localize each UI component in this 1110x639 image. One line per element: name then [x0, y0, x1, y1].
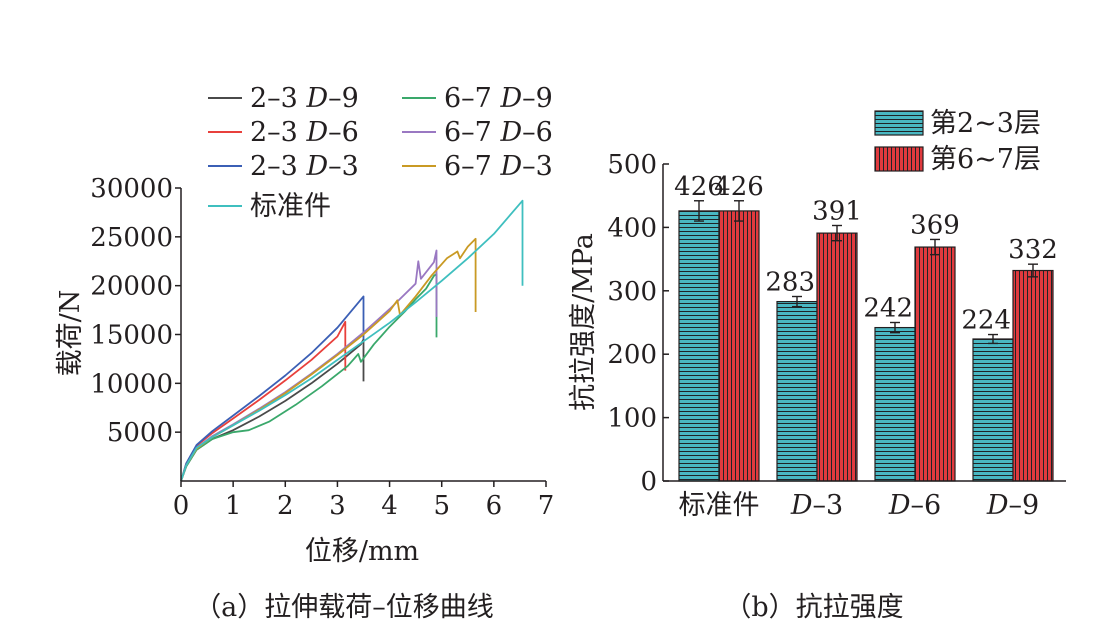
x-tick-label: 3: [329, 491, 346, 521]
line-chart-marks: [180, 199, 524, 482]
bar-value-label: 242: [863, 294, 913, 324]
legend-label-6: 标准件: [250, 191, 331, 222]
bar-value-label: 283: [765, 268, 815, 298]
bar-0-3: [972, 338, 1014, 482]
x-tick-label: 4: [381, 491, 398, 521]
legend-label-0: 2–3 D–9: [250, 83, 359, 114]
bar-0-1: [776, 300, 818, 482]
bar-legend-swatch-0: [874, 110, 924, 136]
bar-1-2: [914, 246, 956, 482]
bar-1-0: [718, 210, 760, 482]
bar-value-label: 369: [910, 210, 960, 240]
bar-y-ticks: 0 100 200 300 400 500: [607, 150, 669, 497]
bar-y-tick-label: 200: [607, 340, 657, 370]
bar-value-label: 391: [812, 196, 862, 226]
bar-category-label: 标准件: [679, 490, 760, 521]
bar-y-axis-label: 抗拉强度/MPa: [568, 233, 599, 411]
bar-y-tick-label: 100: [607, 404, 657, 434]
y-tick-label: 15000: [90, 321, 173, 351]
legend-label-4: 6–7 D–6: [444, 117, 553, 148]
x-tick-label: 7: [538, 491, 555, 521]
bar-y-tick-label: 300: [607, 277, 657, 307]
series-line-6: [180, 199, 524, 482]
bar-value-label: 426: [674, 172, 724, 202]
bar-category-label: D–3: [790, 490, 843, 521]
series-line-3: [180, 272, 438, 482]
caption-a: （a）拉伸载荷–位移曲线: [194, 592, 494, 623]
y-axis-label: 载荷/N: [55, 290, 86, 377]
load-displacement-panel: 0 1 2 3 4 5 6 7 5000 10000 15000 20000 25000 30000 位…: [55, 83, 554, 623]
legend-label-2: 2–3 D–3: [250, 151, 359, 182]
x-tick-label: 6: [486, 491, 503, 521]
x-ticks: 0 1 2 3 4 5 6 7: [173, 481, 555, 521]
bar-legend-label-0: 第2~3层: [930, 108, 1041, 139]
legend-label-3: 6–7 D–9: [444, 83, 553, 114]
y-tick-label: 30000: [90, 174, 173, 204]
y-ticks: 5000 10000 15000 20000 25000 30000: [90, 174, 181, 448]
y-tick-label: 25000: [90, 223, 173, 253]
bar-y-tick-label: 500: [607, 150, 657, 180]
bar-category-label: D–6: [888, 490, 941, 521]
x-tick-label: 1: [225, 491, 242, 521]
x-tick-label: 2: [277, 491, 294, 521]
caption-b: （b）抗拉强度: [724, 592, 903, 623]
bar-1-3: [1012, 269, 1054, 482]
bar-category-labels: 标准件 D–3 D–6 D–9: [679, 490, 1040, 521]
bar-0-0: [678, 210, 720, 482]
y-tick-label: 5000: [107, 418, 173, 448]
legend-label-1: 2–3 D–6: [250, 117, 359, 148]
series-line-2: [180, 295, 365, 482]
line-legend: 2–3 D–92–3 D–62–3 D–3 6–7 D–96–7 D–66–7 D…: [208, 83, 553, 222]
bar-y-tick-label: 400: [607, 213, 657, 243]
x-tick-label: 0: [173, 491, 190, 521]
legend-label-5: 6–7 D–3: [444, 151, 553, 182]
bar-y-tick-label: 0: [640, 467, 657, 497]
bar-1-1: [816, 232, 858, 482]
bar-value-label: 332: [1008, 235, 1058, 265]
bar-value-label: 224: [961, 306, 1011, 336]
series-line-4: [180, 249, 438, 482]
series-line-1: [180, 320, 347, 482]
y-tick-label: 20000: [90, 272, 173, 302]
bar-value-label: 426: [714, 172, 764, 202]
bar-0-2: [874, 326, 916, 482]
y-tick-label: 10000: [90, 369, 173, 399]
x-axis-label: 位移/mm: [305, 536, 419, 567]
bar-category-label: D–9: [986, 490, 1039, 521]
x-tick-label: 5: [433, 491, 450, 521]
bar-legend-swatch-1: [874, 146, 924, 172]
bar-legend-label-1: 第6~7层: [930, 144, 1041, 175]
